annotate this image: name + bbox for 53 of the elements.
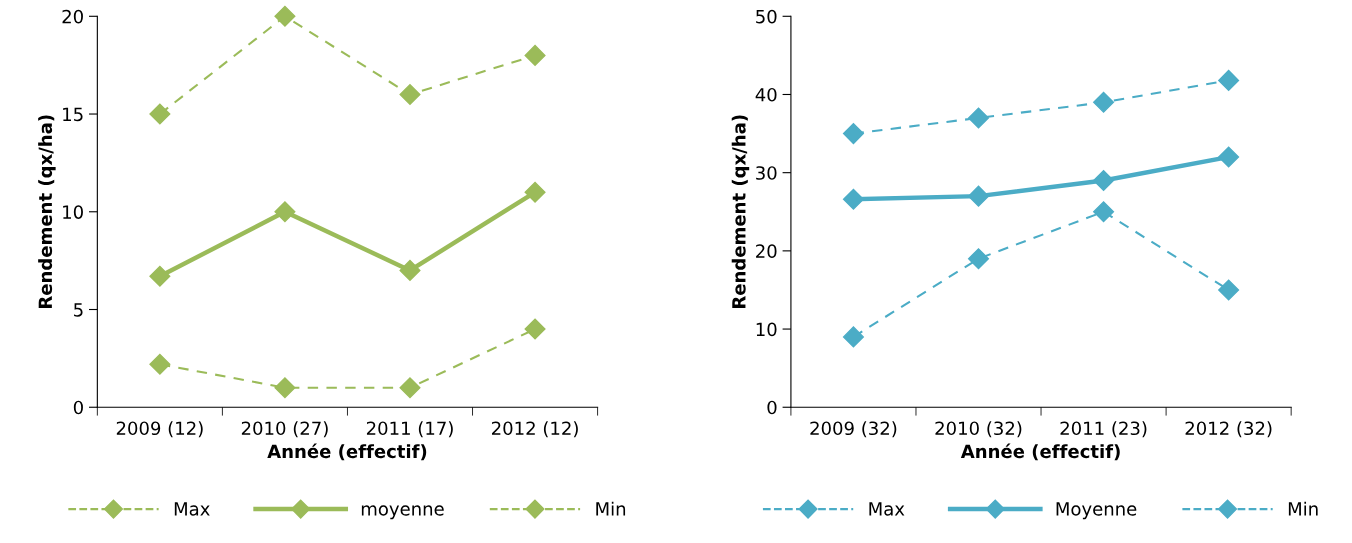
- point: [399, 83, 421, 105]
- point: [274, 201, 296, 223]
- y-axis-title: Rendement (qx/ha): [38, 115, 56, 308]
- y-axis-title: Rendement (qx/ha): [731, 115, 750, 308]
- y-tick-label: 10: [756, 322, 777, 337]
- point: [1093, 91, 1115, 113]
- y-tick-label: 0: [767, 400, 777, 415]
- point: [399, 259, 421, 281]
- point: [1218, 279, 1240, 301]
- point: [399, 377, 421, 399]
- legend-label: Moyenne: [1056, 502, 1137, 520]
- x-tick-label: 2009 (12): [116, 421, 203, 438]
- point: [274, 5, 296, 27]
- y-tick-label: 20: [62, 9, 83, 24]
- x-tick-label: 2009 (32): [810, 421, 897, 438]
- y-tick-label: 0: [73, 400, 83, 415]
- point: [274, 377, 296, 399]
- x-axis-title: Année (effectif): [960, 443, 1120, 461]
- legend-label: Max: [869, 502, 905, 516]
- legend-label: moyenne: [361, 505, 444, 520]
- y-tick-label: 20: [756, 244, 777, 258]
- y-tick-label: 10: [63, 205, 83, 219]
- point: [842, 188, 864, 210]
- y-tick-label: 50: [756, 9, 777, 24]
- x-tick-label: 2012 (32): [1185, 421, 1272, 438]
- x-tick-label: 2010 (32): [935, 421, 1022, 438]
- point: [1093, 169, 1115, 192]
- point: [149, 265, 171, 287]
- x-tick-label: 2011 (23): [1060, 421, 1147, 438]
- point: [967, 185, 990, 207]
- x-tick-label: 2012 (12): [492, 421, 578, 438]
- x-tick-label: 2011 (17): [366, 421, 453, 438]
- point: [1218, 69, 1240, 91]
- point: [1218, 146, 1240, 168]
- point: [842, 326, 864, 348]
- point: [524, 44, 546, 66]
- point: [967, 248, 990, 270]
- y-tick-label: 40: [755, 87, 777, 102]
- point: [1093, 201, 1115, 223]
- point: [524, 181, 546, 203]
- point: [967, 107, 990, 129]
- legend-label: Min: [596, 501, 626, 516]
- x-tick-label: 2010 (27): [241, 421, 328, 438]
- point: [524, 318, 546, 340]
- point: [842, 123, 864, 145]
- y-tick-label: 30: [756, 166, 777, 180]
- y-tick-label: 5: [74, 303, 83, 317]
- x-axis-title: Année (effectif): [267, 443, 427, 461]
- y-tick-label: 15: [63, 107, 83, 122]
- legend-label: Min: [1288, 501, 1318, 516]
- legend-label: Max: [174, 502, 210, 516]
- point: [149, 103, 171, 125]
- point: [149, 353, 171, 375]
